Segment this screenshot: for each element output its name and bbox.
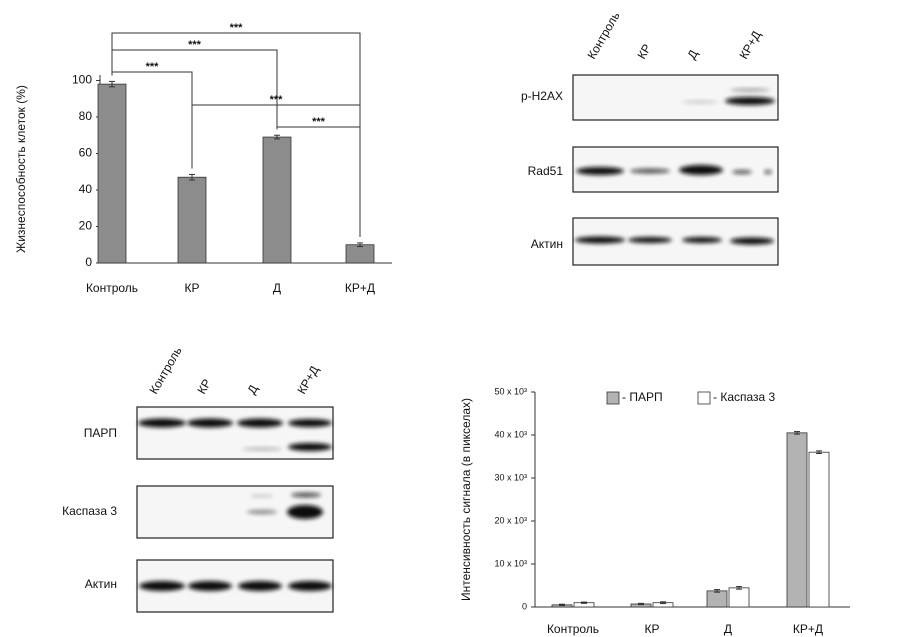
x-tick-label: Контроль bbox=[547, 622, 599, 636]
row-label: Актин bbox=[85, 577, 117, 591]
y-tick-label: 20 x 10³ bbox=[494, 515, 527, 525]
band bbox=[139, 581, 185, 591]
band bbox=[730, 88, 770, 92]
lane-label: КР+Д bbox=[736, 28, 763, 61]
x-tick-label: КР bbox=[645, 622, 660, 636]
band bbox=[237, 418, 283, 428]
error-bar bbox=[274, 134, 280, 140]
band bbox=[682, 237, 722, 243]
band bbox=[188, 581, 232, 591]
band bbox=[242, 447, 282, 451]
x-tick-label: КР+Д bbox=[793, 622, 823, 636]
bar bbox=[786, 432, 808, 608]
band bbox=[732, 170, 752, 174]
bar bbox=[97, 83, 127, 264]
blot-1 bbox=[572, 74, 779, 266]
error-bar bbox=[816, 450, 822, 454]
band bbox=[730, 237, 774, 245]
band bbox=[575, 236, 625, 244]
error-bar bbox=[189, 173, 195, 181]
y-tick-label: 0 bbox=[522, 601, 527, 611]
error-bar bbox=[357, 242, 363, 248]
band bbox=[138, 418, 186, 428]
y-tick-label: 60 bbox=[79, 146, 93, 160]
error-bar bbox=[714, 589, 720, 593]
lane-label: Д bbox=[684, 47, 700, 61]
row-label: p-H2AX bbox=[521, 89, 563, 103]
bar bbox=[706, 590, 728, 608]
x-tick-label: Контроль bbox=[86, 281, 138, 295]
band bbox=[764, 170, 772, 174]
band bbox=[725, 97, 775, 105]
row-label: ПАРП bbox=[84, 426, 117, 440]
significance-label: *** bbox=[188, 39, 202, 51]
significance-label: *** bbox=[270, 94, 284, 106]
significance-bracket bbox=[276, 126, 361, 237]
y-tick-label: 40 bbox=[79, 182, 93, 196]
significance-bracket bbox=[111, 49, 278, 130]
legend-swatch bbox=[606, 391, 620, 405]
y-tick-label: 30 x 10³ bbox=[494, 472, 527, 482]
lane-label: Д bbox=[244, 382, 260, 396]
bar bbox=[262, 136, 292, 264]
band bbox=[682, 100, 718, 104]
significance-label: *** bbox=[230, 22, 244, 34]
x-tick-label: Д bbox=[273, 281, 281, 295]
error-bar bbox=[660, 601, 666, 605]
lane-label: Контроль bbox=[146, 344, 184, 396]
lane-label: КР bbox=[634, 42, 654, 62]
y-tick-label: 10 x 10³ bbox=[494, 558, 527, 568]
band bbox=[187, 418, 233, 428]
error-bar bbox=[736, 586, 742, 590]
bar bbox=[177, 176, 207, 264]
legend-label: - Каспаза 3 bbox=[713, 390, 776, 404]
y-tick-label: 20 bbox=[79, 219, 93, 233]
band bbox=[630, 168, 670, 174]
row-label: Каспаза 3 bbox=[62, 504, 117, 518]
blot-box bbox=[136, 406, 334, 460]
error-bar bbox=[638, 602, 644, 606]
band bbox=[247, 510, 277, 514]
y-tick-label: 50 x 10³ bbox=[494, 386, 527, 396]
band bbox=[288, 419, 332, 427]
error-bar bbox=[559, 603, 565, 606]
band bbox=[250, 494, 274, 498]
y-tick-label: 0 bbox=[85, 255, 92, 269]
band bbox=[288, 581, 332, 591]
lane-label: Контроль bbox=[584, 9, 622, 61]
band bbox=[628, 237, 672, 243]
y-tick-label: 100 bbox=[72, 73, 92, 87]
error-bar bbox=[109, 80, 115, 88]
y-tick-label: 40 x 10³ bbox=[494, 429, 527, 439]
bar bbox=[345, 244, 375, 264]
band bbox=[576, 167, 624, 175]
x-tick-label: Д bbox=[724, 622, 732, 636]
band bbox=[679, 165, 723, 175]
y-axis-label: Жизнеспособность клеток (%) bbox=[14, 85, 28, 253]
x-tick-label: КР+Д bbox=[345, 281, 375, 295]
significance-label: *** bbox=[312, 116, 326, 128]
significance-label: *** bbox=[146, 61, 160, 73]
y-axis-label: Интенсивность сигнала (в пикселах) bbox=[459, 398, 473, 601]
y-tick-label: 80 bbox=[79, 109, 93, 123]
band bbox=[238, 581, 282, 591]
row-label: Rad51 bbox=[528, 164, 564, 178]
lane-label: КР bbox=[194, 377, 214, 397]
error-bar bbox=[794, 431, 800, 435]
bar bbox=[728, 587, 750, 608]
error-bar bbox=[581, 601, 587, 604]
bar bbox=[808, 451, 830, 608]
legend-swatch bbox=[697, 391, 711, 405]
blot-2 bbox=[136, 406, 334, 613]
band bbox=[287, 505, 323, 519]
x-tick-label: КР bbox=[185, 281, 200, 295]
row-label: Актин bbox=[531, 237, 563, 251]
legend-label: - ПАРП bbox=[622, 390, 663, 404]
band bbox=[291, 492, 321, 498]
band bbox=[288, 443, 332, 451]
lane-label: КР+Д bbox=[294, 363, 321, 396]
